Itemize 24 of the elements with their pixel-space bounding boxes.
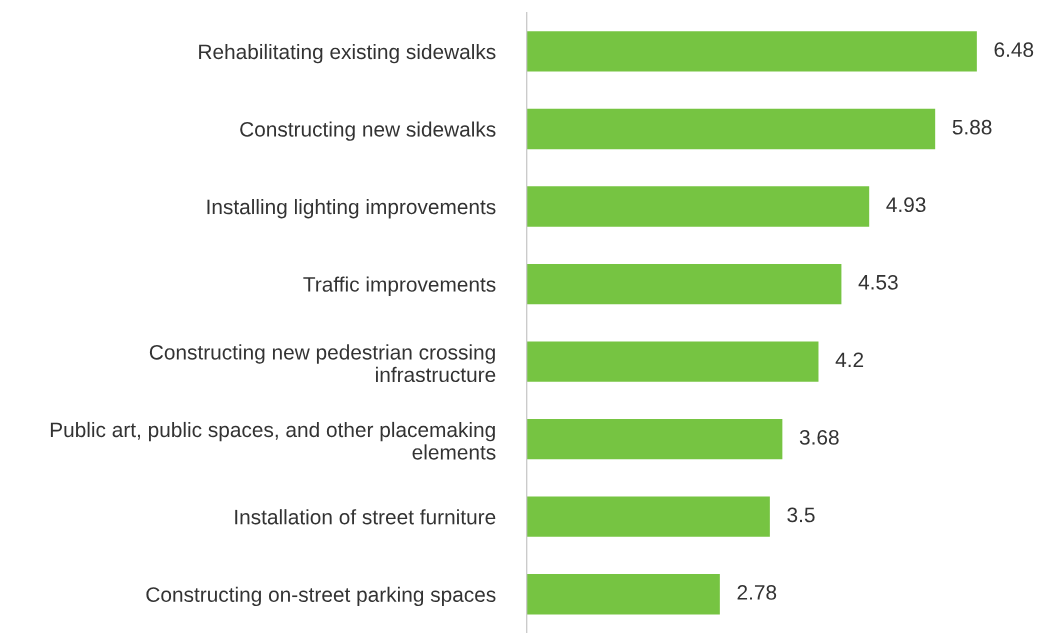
- y-tick-label: Constructing on-street parking spaces: [146, 586, 496, 607]
- data-label: 4.93: [886, 197, 926, 213]
- y-tick-label: Installation of street furniture: [235, 509, 496, 525]
- data-label: 3.5: [787, 507, 815, 523]
- bar: [526, 186, 870, 227]
- bar: [526, 108, 936, 150]
- data-label: 3.68: [799, 429, 839, 445]
- y-tick-label: Traffic improvements: [303, 276, 496, 296]
- bar: [526, 418, 783, 460]
- bar: [526, 31, 977, 72]
- data-label: 5.88: [952, 119, 992, 135]
- data-label: 4.53: [858, 274, 898, 290]
- data-label: 4.2: [835, 352, 864, 367]
- data-label: 6.48: [994, 42, 1034, 58]
- y-tick-label: Rehabilitating existing sidewalks: [199, 43, 496, 64]
- data-label: 2.78: [737, 585, 777, 600]
- y-tick-label: Public art, public spaces, and other placemaking elements: [50, 421, 496, 460]
- y-tick-label: Constructing new sidewalks: [240, 121, 496, 141]
- bar: [526, 263, 842, 305]
- y-tick-label: Constructing new pedestrian crossing infrastructure: [149, 344, 496, 383]
- bar: [526, 341, 819, 382]
- bar: [526, 574, 720, 615]
- bar: [526, 496, 770, 537]
- y-tick-label: Installing lighting improvements: [207, 198, 496, 219]
